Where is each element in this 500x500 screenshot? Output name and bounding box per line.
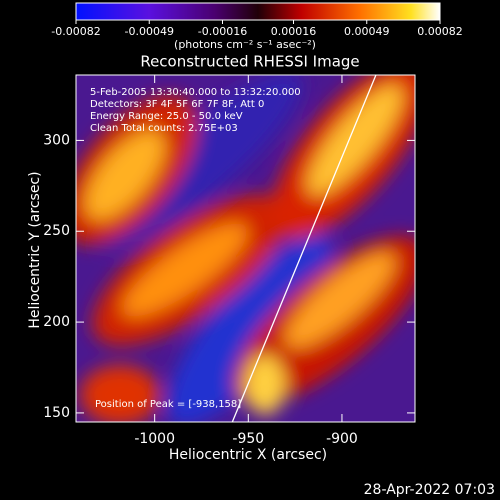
image-map	[76, 75, 415, 422]
y-tick-label: 200	[43, 314, 70, 330]
y-axis-label: Heliocentric Y (arcsec)	[27, 171, 43, 328]
peak-label: Position of Peak = [-938,158]	[95, 399, 241, 410]
annotation: Clean Total counts: 2.75E+03	[90, 123, 238, 134]
colorbar-tick-label: -0.00082	[51, 25, 100, 38]
colorbar	[75, 2, 441, 21]
annotation: 5-Feb-2005 13:30:40.000 to 13:32:20.000	[90, 87, 301, 98]
chart-title: Reconstructed RHESSI Image	[140, 53, 359, 71]
plot-frame	[75, 74, 416, 423]
x-tick-label: -950	[232, 431, 264, 447]
y-tick-label: 150	[43, 405, 70, 421]
y-tick-label: 250	[43, 223, 70, 239]
y-tick-label: 300	[43, 132, 70, 148]
annotation: Energy Range: 25.0 - 50.0 keV	[90, 111, 243, 122]
annotation: Detectors: 3F 4F 5F 6F 7F 8F, Att 0	[90, 99, 264, 110]
colorbar-tick-label: 0.00049	[344, 25, 390, 38]
timestamp: 28-Apr-2022 07:03	[364, 482, 495, 498]
colorbar-tick-label: -0.00049	[125, 25, 174, 38]
x-axis-label: Heliocentric X (arcsec)	[169, 447, 327, 463]
x-tick-label: -900	[326, 431, 358, 447]
x-tick-label: -1000	[134, 431, 175, 447]
colorbar-tick-label: 0.00082	[417, 25, 463, 38]
colorbar-tick-label: 0.00016	[271, 25, 317, 38]
colorbar-units: (photons cm⁻² s⁻¹ asec⁻²)	[174, 38, 316, 51]
colorbar-tick-label: -0.00016	[198, 25, 247, 38]
